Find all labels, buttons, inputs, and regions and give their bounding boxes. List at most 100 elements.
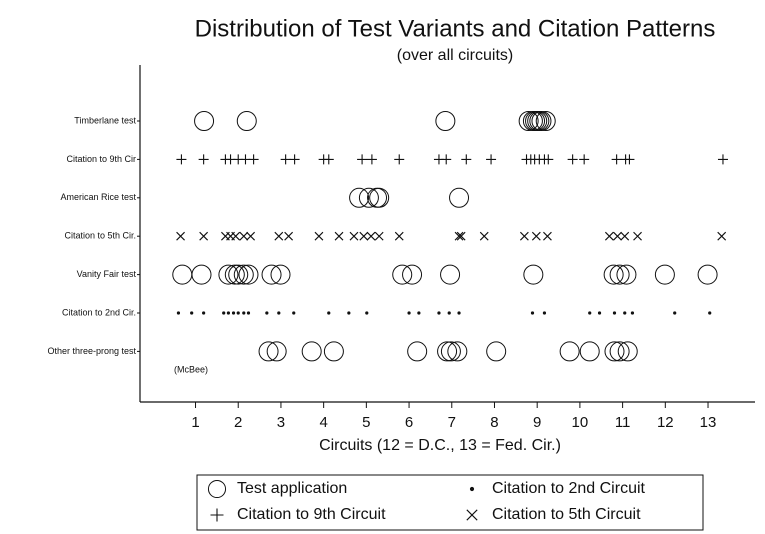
circle-marker — [270, 264, 291, 285]
legend-label: Citation to 5th Circuit — [492, 506, 641, 523]
x-tick-label: 9 — [533, 414, 541, 431]
dot-marker — [407, 311, 411, 315]
legend-label: Citation to 9th Circuit — [237, 506, 386, 523]
dot-marker — [277, 311, 281, 315]
circle-marker — [266, 341, 287, 362]
circle-marker — [228, 264, 249, 285]
chart-title: Distribution of Test Variants and Citati… — [195, 15, 716, 42]
circle-marker — [616, 264, 637, 285]
circle-marker — [523, 264, 544, 285]
cross-marker — [374, 231, 384, 241]
circle-marker — [261, 264, 282, 285]
cross-marker — [246, 231, 256, 241]
dot-marker — [236, 311, 240, 315]
cross-marker — [543, 231, 552, 241]
circle-marker — [437, 341, 458, 362]
plus-marker — [394, 154, 405, 165]
circle-marker — [531, 111, 552, 131]
circle-marker — [323, 341, 344, 362]
circle-marker — [609, 264, 630, 285]
circle-marker — [486, 341, 507, 362]
circle-marker — [447, 341, 468, 362]
x-tick-label: 8 — [490, 414, 498, 431]
cross-marker — [620, 231, 630, 241]
cross-marker — [519, 231, 529, 241]
cross-marker — [604, 231, 614, 241]
cross-marker — [479, 231, 489, 241]
annotation: (McBee) — [174, 364, 208, 374]
legend-box — [196, 474, 704, 531]
cross-marker — [199, 231, 209, 241]
x-tick-label: 2 — [234, 414, 242, 431]
dot-marker — [630, 311, 635, 315]
y-tick-label: Other three-prong test — [47, 346, 136, 356]
cross-marker — [274, 231, 284, 241]
circle-marker — [258, 341, 279, 362]
legend-label: Citation to 2nd Circuit — [492, 480, 646, 497]
circle-marker — [603, 264, 624, 285]
circle-marker — [194, 111, 215, 131]
x-tick-label: 10 — [572, 414, 589, 431]
circle-marker — [654, 264, 675, 285]
x-axis-label: Circuits (12 = D.C., 13 = Fed. Cir.) — [319, 437, 561, 454]
circle-marker — [527, 111, 548, 131]
legend-label: Test application — [237, 480, 347, 497]
dot-marker — [588, 311, 592, 315]
circle-marker — [449, 187, 470, 208]
cross-marker — [466, 509, 478, 521]
x-tick-label: 6 — [405, 414, 413, 431]
cross-marker — [349, 231, 359, 241]
dot-marker — [542, 311, 547, 315]
dot-marker — [530, 311, 535, 315]
plus-marker — [579, 154, 590, 165]
cross-marker — [454, 231, 464, 241]
dot-marker — [347, 311, 351, 315]
cross-marker — [394, 231, 404, 241]
dot-marker — [222, 311, 226, 315]
x-tick-label: 12 — [657, 414, 674, 431]
cross-marker — [284, 231, 294, 241]
y-tick-label: Citation to 2nd Cir. — [62, 307, 136, 317]
circle-marker — [559, 341, 580, 362]
x-tick-label: 11 — [615, 414, 631, 431]
circle-marker — [301, 341, 322, 362]
dot-marker — [417, 311, 421, 315]
cross-marker — [366, 231, 376, 241]
dot-marker — [246, 311, 251, 315]
plus-marker — [543, 154, 554, 165]
cross-marker — [633, 231, 642, 241]
y-tick-label: American Rice test — [60, 192, 136, 202]
circle-marker — [435, 111, 456, 131]
dot-marker — [231, 311, 236, 315]
dot-marker — [226, 311, 231, 315]
plus-marker — [441, 154, 452, 165]
circle-marker — [579, 341, 600, 362]
cross-marker — [359, 231, 369, 241]
dot-marker — [612, 311, 617, 315]
circle-marker — [617, 341, 638, 362]
chart-subtitle: (over all circuits) — [397, 47, 513, 64]
dot-marker — [623, 311, 627, 315]
plus-marker — [280, 154, 291, 165]
cross-marker — [613, 231, 622, 241]
dot-marker — [265, 311, 269, 315]
circle-marker — [233, 264, 254, 285]
plus-marker — [486, 154, 497, 165]
circle-marker — [349, 187, 370, 208]
circle-marker — [402, 264, 423, 285]
plus-marker — [289, 154, 300, 165]
cross-marker — [231, 231, 241, 241]
plus-marker — [323, 154, 334, 165]
plus-marker — [717, 154, 728, 165]
cross-marker — [456, 231, 466, 241]
circle-marker — [207, 479, 227, 499]
x-tick-label: 5 — [362, 414, 370, 431]
circle-marker — [392, 264, 413, 285]
y-tick-label: Citation to 9th Cir — [66, 154, 136, 164]
x-tick-label: 7 — [448, 414, 456, 431]
x-tick-label: 4 — [319, 414, 327, 431]
cross-marker — [717, 231, 727, 241]
circle-marker — [238, 264, 259, 285]
plus-marker — [357, 154, 368, 165]
plus-marker — [461, 154, 472, 165]
